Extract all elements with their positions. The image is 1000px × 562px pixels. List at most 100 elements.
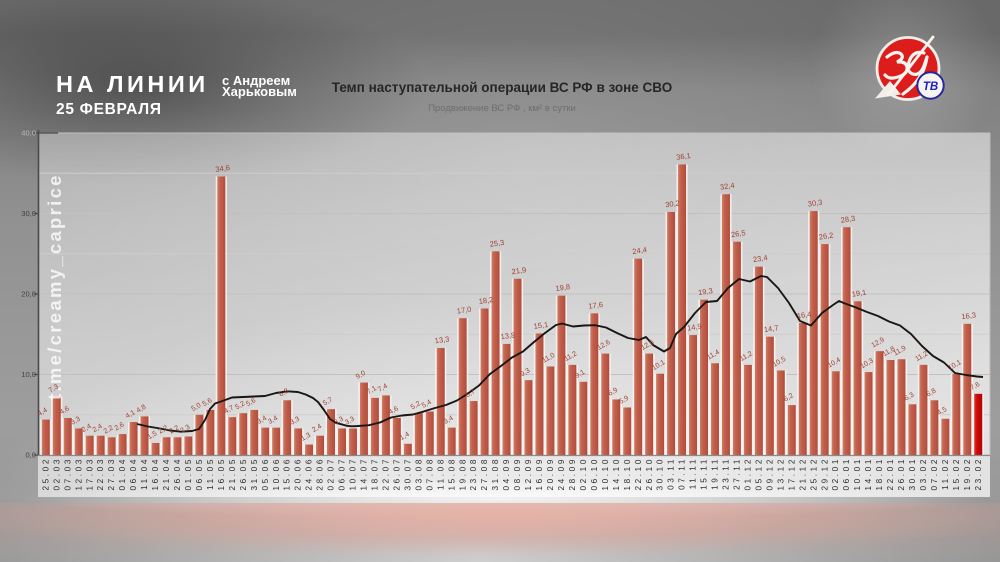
svg-text:15,1: 15,1: [533, 320, 549, 331]
svg-text:17.12: 17.12: [787, 457, 796, 491]
svg-text:14.01: 14.01: [864, 457, 873, 491]
svg-text:9,1: 9,1: [574, 369, 586, 380]
svg-text:27.03: 27.03: [107, 457, 116, 491]
svg-text:09.12: 09.12: [765, 457, 774, 491]
svg-text:24.09: 24.09: [557, 457, 566, 491]
svg-text:07.02: 07.02: [930, 457, 939, 491]
svg-text:5,6: 5,6: [245, 397, 257, 408]
svg-text:5,4: 5,4: [421, 399, 433, 410]
svg-text:14.10: 14.10: [612, 457, 621, 491]
svg-text:7,6: 7,6: [969, 381, 981, 392]
svg-text:5,0: 5,0: [190, 402, 202, 413]
svg-text:26,5: 26,5: [730, 228, 746, 239]
svg-text:14,9: 14,9: [687, 322, 703, 333]
svg-text:02.07: 02.07: [327, 457, 336, 491]
svg-text:30,3: 30,3: [807, 198, 823, 209]
svg-text:05.12: 05.12: [755, 457, 764, 491]
svg-text:06.07: 06.07: [338, 457, 347, 491]
svg-text:6,9: 6,9: [607, 387, 619, 398]
svg-text:3,3: 3,3: [289, 416, 301, 427]
svg-text:6,8: 6,8: [925, 388, 937, 399]
svg-text:03.02: 03.02: [919, 457, 928, 491]
svg-text:20.09: 20.09: [546, 457, 555, 491]
svg-text:02.10: 02.10: [579, 457, 588, 491]
svg-text:31.08: 31.08: [491, 457, 500, 491]
svg-text:18.10: 18.10: [623, 457, 632, 491]
svg-text:13,3: 13,3: [434, 334, 450, 345]
svg-text:24,4: 24,4: [632, 245, 648, 256]
svg-text:2,2: 2,2: [168, 425, 180, 436]
svg-text:23.11: 23.11: [722, 457, 731, 490]
svg-text:25.12: 25.12: [809, 457, 818, 491]
svg-text:6,2: 6,2: [783, 392, 795, 403]
svg-text:18,2: 18,2: [478, 295, 494, 306]
svg-text:28,3: 28,3: [840, 214, 856, 225]
svg-text:40,0: 40,0: [21, 129, 36, 138]
svg-text:32,4: 32,4: [719, 181, 735, 192]
svg-text:18.01: 18.01: [875, 457, 884, 491]
svg-text:19.02: 19.02: [963, 457, 972, 491]
svg-text:25.02: 25.02: [41, 457, 50, 491]
svg-text:6,3: 6,3: [903, 392, 915, 403]
svg-text:26.01: 26.01: [897, 457, 906, 491]
svg-text:17,6: 17,6: [588, 300, 604, 311]
svg-text:13,8: 13,8: [500, 330, 516, 341]
svg-text:01.05: 01.05: [184, 457, 193, 491]
svg-text:30,2: 30,2: [665, 198, 681, 209]
svg-text:3,3: 3,3: [333, 416, 345, 427]
svg-text:03.11: 03.11: [667, 457, 676, 490]
svg-text:6,7: 6,7: [465, 388, 477, 399]
svg-text:30.07: 30.07: [403, 457, 412, 491]
svg-text:10,0: 10,0: [21, 370, 36, 379]
svg-text:15.11: 15.11: [700, 457, 709, 490]
svg-text:17,0: 17,0: [456, 305, 472, 316]
svg-text:4,6: 4,6: [59, 405, 71, 416]
svg-text:4,4: 4,4: [37, 407, 49, 418]
svg-text:04.09: 04.09: [502, 457, 511, 491]
svg-text:20.06: 20.06: [294, 457, 303, 491]
svg-text:23.02: 23.02: [974, 457, 983, 491]
svg-text:21,9: 21,9: [511, 265, 527, 276]
svg-text:4,8: 4,8: [136, 404, 148, 415]
svg-text:01.12: 01.12: [744, 457, 753, 491]
svg-text:16.09: 16.09: [535, 457, 544, 491]
svg-text:4,5: 4,5: [936, 406, 948, 417]
svg-text:07.03: 07.03: [63, 457, 72, 491]
svg-text:11.04: 11.04: [140, 457, 149, 490]
svg-text:17.03: 17.03: [85, 457, 94, 491]
svg-text:24.06: 24.06: [305, 457, 314, 491]
svg-text:9,3: 9,3: [520, 367, 532, 378]
svg-text:23,4: 23,4: [752, 253, 768, 264]
svg-text:5,9: 5,9: [618, 395, 630, 406]
svg-text:3,4: 3,4: [267, 415, 279, 426]
svg-text:2,4: 2,4: [92, 423, 104, 434]
svg-text:1,4: 1,4: [399, 431, 411, 442]
svg-text:9,0: 9,0: [355, 370, 367, 381]
svg-text:31.05: 31.05: [250, 457, 259, 491]
svg-text:7,4: 7,4: [377, 383, 389, 394]
svg-text:21.05: 21.05: [228, 457, 237, 491]
svg-text:19,3: 19,3: [698, 286, 714, 297]
svg-text:15.02: 15.02: [952, 457, 961, 491]
svg-text:19.08: 19.08: [458, 457, 467, 491]
svg-text:19,8: 19,8: [555, 282, 571, 293]
svg-text:ТВ: ТВ: [923, 81, 938, 93]
svg-text:15.08: 15.08: [447, 457, 456, 491]
svg-text:2,4: 2,4: [81, 423, 93, 434]
svg-text:11.08: 11.08: [436, 457, 445, 490]
svg-text:4,1: 4,1: [125, 409, 137, 420]
svg-text:6,8: 6,8: [278, 388, 290, 399]
svg-text:10.06: 10.06: [272, 457, 281, 491]
svg-text:3,3: 3,3: [344, 416, 356, 427]
svg-text:07.08: 07.08: [425, 457, 434, 491]
svg-text:28.06: 28.06: [316, 457, 325, 491]
svg-text:2,4: 2,4: [311, 423, 323, 434]
svg-text:02.01: 02.01: [831, 457, 840, 491]
svg-text:30.10: 30.10: [656, 457, 665, 491]
svg-text:07.11: 07.11: [678, 457, 687, 490]
svg-text:22.01: 22.01: [886, 457, 895, 491]
svg-text:08.09: 08.09: [513, 457, 522, 491]
svg-text:2,3: 2,3: [179, 424, 191, 435]
svg-text:03.08: 03.08: [414, 457, 423, 491]
svg-text:16.05: 16.05: [217, 457, 226, 491]
